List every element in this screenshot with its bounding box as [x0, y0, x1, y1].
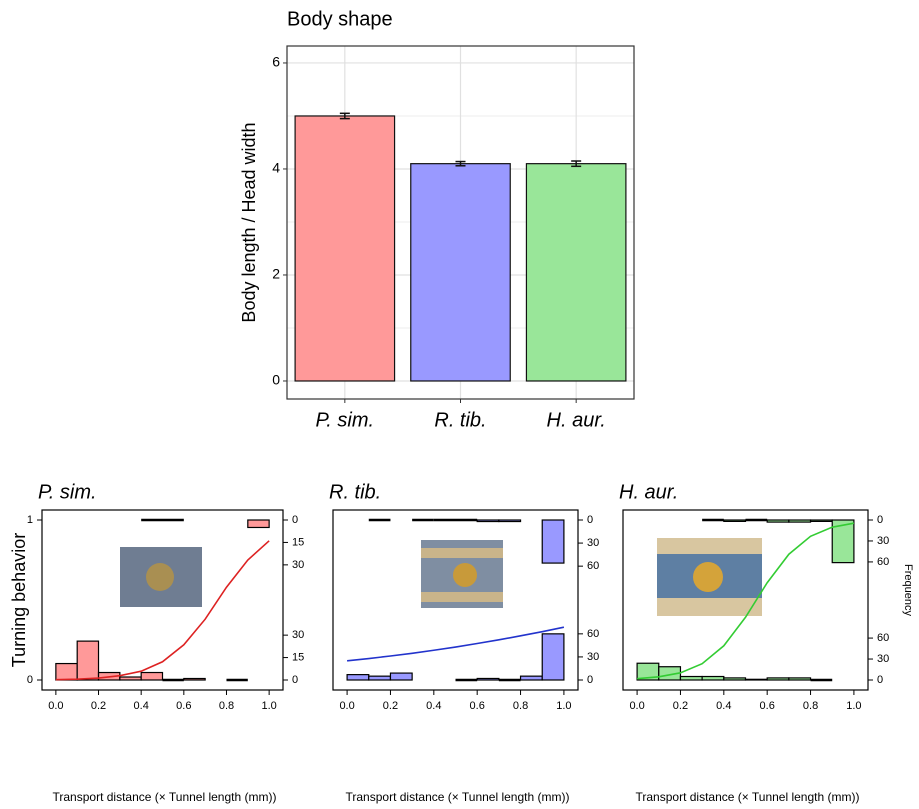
plot-frame: [286, 45, 635, 400]
histogram-bar: [744, 678, 768, 681]
x-tick-label: H. aur.: [547, 409, 606, 431]
panel-title: P. sim.: [38, 481, 97, 503]
histogram-bar: [831, 519, 855, 564]
histogram-bar: [476, 519, 500, 523]
y2-tick-label: 60: [877, 556, 889, 568]
x-axis-label: Transport distance (× Tunnel length (mm)…: [636, 790, 860, 804]
x-tick-label: 0.0: [339, 700, 354, 712]
error-bar: [339, 112, 350, 120]
histogram-bar: [679, 675, 703, 681]
histogram-bar: [183, 677, 206, 681]
histogram-bar: [389, 672, 413, 681]
x-tick-label: 0.2: [383, 700, 398, 712]
y2-tick-label: 60: [877, 632, 889, 644]
histogram-bar: [55, 662, 78, 681]
x-tick-label: 0.8: [219, 700, 234, 712]
y2-tick-label: 30: [877, 535, 889, 547]
x-tick-label: 0.6: [760, 700, 775, 712]
histogram-bar: [76, 640, 100, 681]
histogram-bar: [809, 519, 833, 522]
y2-tick-label: 0: [877, 674, 883, 686]
error-bar: [571, 160, 582, 168]
y2-tick-label: 0: [877, 514, 883, 526]
panel-title: H. aur.: [619, 481, 678, 503]
y-axis-label: Body length / Head width: [239, 122, 259, 322]
histogram-bar: [140, 671, 164, 681]
y2-tick-label: 30: [587, 651, 599, 663]
fitted-curve: [637, 522, 855, 680]
plot-frame: [622, 509, 869, 691]
histogram-bar: [788, 519, 812, 523]
histogram-bar: [519, 675, 543, 681]
bar: [525, 163, 627, 382]
x-tick-label: 0.0: [48, 700, 63, 712]
plot-frame: [332, 509, 579, 691]
histogram-bar: [119, 676, 142, 681]
error-bar: [455, 160, 466, 167]
x-tick-label: 0.6: [470, 700, 485, 712]
x-tick-label: 0.8: [803, 700, 818, 712]
x-tick-label: 0.4: [716, 700, 731, 712]
histogram-bar: [476, 677, 500, 681]
x-tick-label: 0.0: [629, 700, 644, 712]
histogram-bar: [766, 519, 790, 523]
y-tick-label: 1: [27, 514, 33, 526]
y2-tick-label: 30: [292, 629, 304, 641]
histogram-bar: [498, 519, 522, 523]
photo: [120, 547, 202, 607]
bar: [410, 163, 511, 382]
y2-tick-label: 30: [877, 653, 889, 665]
x-tick-label: P. sim.: [316, 409, 375, 431]
y-axis-label: Turning behavior: [9, 533, 29, 667]
histogram-bar: [723, 677, 747, 681]
y2-tick-label: 15: [292, 651, 304, 663]
histogram-bar: [247, 519, 270, 529]
histogram-bar: [346, 674, 370, 681]
histogram-bar: [368, 675, 392, 681]
photo: [657, 538, 762, 616]
x-tick-label: 0.6: [176, 700, 191, 712]
photo: [421, 540, 503, 608]
y2-tick-label: 60: [587, 560, 599, 572]
y2-tick-label: 0: [587, 674, 593, 686]
fitted-curve: [55, 540, 270, 681]
chart-title: Body shape: [287, 8, 393, 30]
x-tick-label: 1.0: [846, 700, 861, 712]
x-tick-label: 1.0: [556, 700, 571, 712]
y2-tick-label: 0: [587, 514, 593, 526]
y-tick-label: 6: [272, 54, 280, 70]
panel-title: R. tib.: [329, 481, 381, 503]
y-tick-label: 0: [272, 372, 280, 388]
bar: [294, 115, 396, 382]
y2-tick-label: 60: [587, 628, 599, 640]
y-tick-label: 0: [27, 674, 33, 686]
x-axis-label: Transport distance (× Tunnel length (mm)…: [53, 790, 277, 804]
y2-tick-label: 0: [292, 514, 298, 526]
y2-tick-label: 15: [292, 536, 304, 548]
x-tick-label: 0.8: [513, 700, 528, 712]
y2-tick-label: 30: [587, 537, 599, 549]
x-tick-label: 0.4: [134, 700, 149, 712]
histogram-bar: [541, 633, 565, 681]
histogram-bar: [541, 519, 565, 564]
y-tick-label: 4: [272, 160, 280, 176]
histogram-bar: [723, 519, 747, 522]
histogram-bar: [788, 677, 812, 681]
y-tick-label: 2: [272, 266, 280, 282]
plot-frame: [41, 509, 284, 691]
y2-tick-label: 30: [292, 559, 304, 571]
x-tick-label: 0.4: [426, 700, 441, 712]
fitted-curve: [347, 626, 565, 662]
x-tick-label: R. tib.: [434, 409, 486, 431]
histogram-bar: [701, 675, 725, 681]
y2-axis-label: Frequency: [902, 564, 914, 616]
x-tick-label: 0.2: [673, 700, 688, 712]
histogram-bar: [766, 677, 790, 681]
x-axis-label: Transport distance (× Tunnel length (mm)…: [346, 790, 570, 804]
y2-tick-label: 0: [292, 674, 298, 686]
x-tick-label: 1.0: [261, 700, 276, 712]
x-tick-label: 0.2: [91, 700, 106, 712]
